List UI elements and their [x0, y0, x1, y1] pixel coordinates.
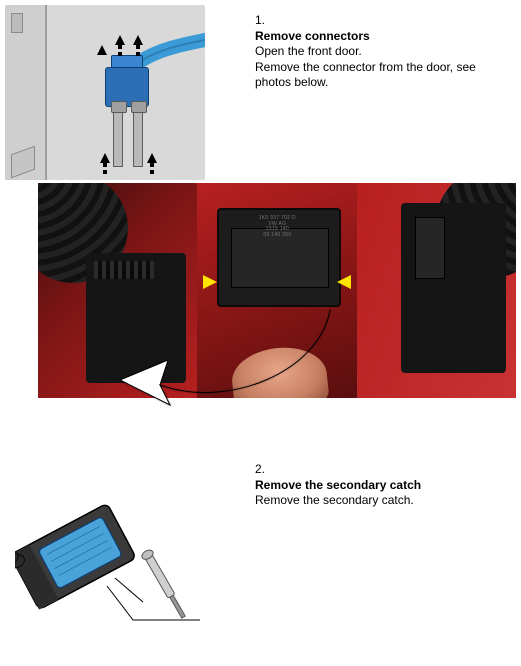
connector-plug-shape [86, 253, 186, 383]
step1-title: Remove connectors [255, 29, 510, 45]
screwdriver-a-shape [113, 110, 123, 167]
screwdriver-b-shape [133, 110, 143, 167]
step2-title: Remove the secondary catch [255, 478, 510, 494]
step2-illustration [15, 490, 215, 645]
step2-number: 2. [255, 462, 510, 478]
step1-photo-strip: 1K0 937 702 D VW AG 1319 140 09 140 200 [38, 183, 516, 398]
yellow-arrow-right-icon [337, 275, 351, 289]
page: 1. Remove connectors Open the front door… [0, 0, 521, 666]
step1-body-line2: Remove the connector from the door, see … [255, 60, 510, 91]
photo-1 [38, 183, 197, 398]
step1-illustration [5, 5, 205, 180]
yellow-arrow-left-icon [203, 275, 217, 289]
step1-body-line1: Open the front door. [255, 44, 510, 60]
step2-body: Remove the secondary catch. [255, 493, 510, 509]
step1-number: 1. [255, 13, 510, 29]
part-number-label: 1K0 937 702 D VW AG 1319 140 09 140 200 [237, 216, 317, 238]
direction-arrows-icon [5, 5, 205, 180]
photo-2: 1K0 937 702 D VW AG 1319 140 09 140 200 [197, 183, 356, 398]
photo-3 [357, 183, 516, 398]
connector-plug-shape [401, 203, 506, 373]
part-label-line: 09 140 200 [237, 233, 317, 239]
finger-shape [229, 343, 330, 398]
step2-text-block: 2. Remove the secondary catch Remove the… [255, 462, 510, 509]
step1-text-block: 1. Remove connectors Open the front door… [255, 13, 510, 91]
